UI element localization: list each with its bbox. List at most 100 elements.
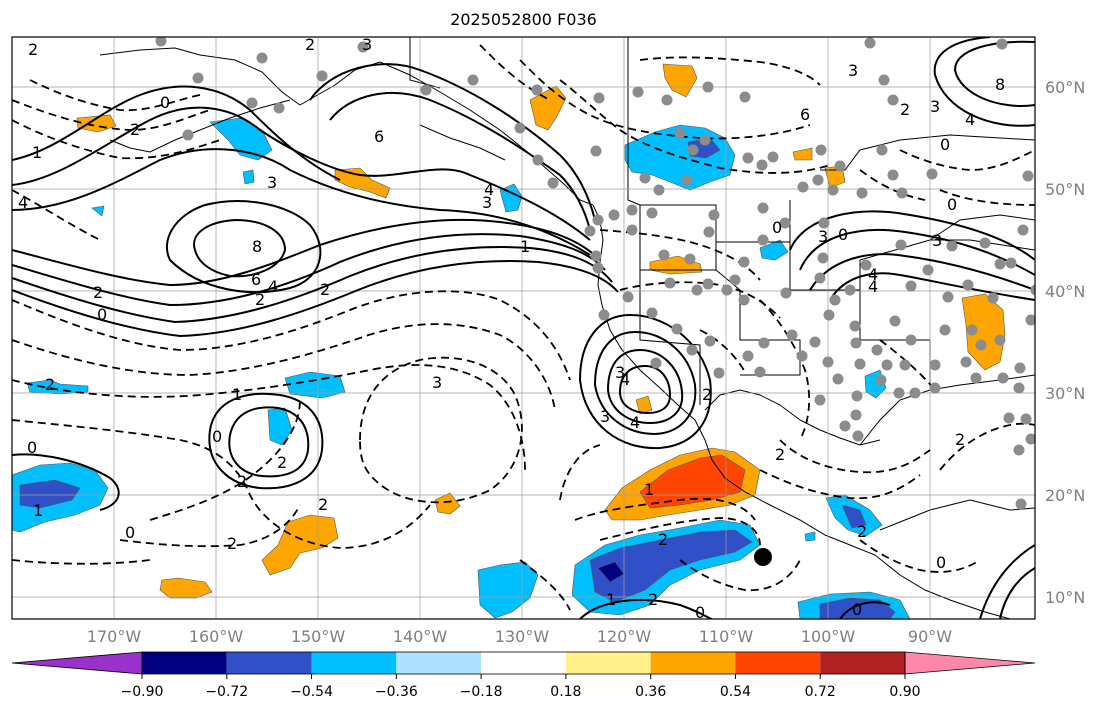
contour-label: 1 bbox=[33, 501, 43, 520]
contour-label: 4 bbox=[630, 413, 640, 432]
contour-label: 2 bbox=[255, 290, 265, 309]
colorbar-label: 0.72 bbox=[805, 684, 836, 700]
contour-label: 8 bbox=[252, 237, 262, 256]
contour-label: 1 bbox=[232, 385, 242, 404]
colorbar-swatch bbox=[396, 652, 482, 674]
contour-label: 0 bbox=[772, 218, 782, 237]
lon-label: 100°W bbox=[801, 627, 856, 646]
colorbar-label: 0.18 bbox=[550, 684, 581, 700]
lat-label: 20°N bbox=[1045, 486, 1085, 505]
contour-label: 0 bbox=[695, 603, 705, 622]
colorbar-label: −0.54 bbox=[290, 684, 333, 700]
contour-label: 0 bbox=[852, 600, 862, 619]
colorbar-swatch bbox=[142, 652, 227, 674]
contour-label: 0 bbox=[838, 225, 848, 244]
colorbar-swatch bbox=[565, 652, 651, 674]
contour-label: 1 bbox=[606, 590, 616, 609]
contour-label: 2 bbox=[93, 283, 103, 302]
contour-label: 2 bbox=[45, 375, 55, 394]
lon-label: 140°W bbox=[393, 627, 448, 646]
contour-label: 3 bbox=[482, 193, 492, 212]
contour-label: 4 bbox=[965, 110, 975, 129]
colorbar-label: 0.36 bbox=[635, 684, 666, 700]
colorbar-extend-high bbox=[904, 651, 1036, 675]
lat-label: 10°N bbox=[1045, 588, 1085, 607]
colorbar-label: −0.90 bbox=[121, 684, 164, 700]
contour-label: 3 bbox=[267, 173, 277, 192]
lon-label: 110°W bbox=[699, 627, 754, 646]
solid-contours bbox=[12, 37, 1035, 619]
contour-label: 1 bbox=[520, 237, 530, 256]
black-marker bbox=[754, 548, 772, 566]
contour-label: 0 bbox=[212, 427, 222, 446]
contour-label: 2 bbox=[237, 472, 247, 491]
lon-label: 90°W bbox=[908, 627, 952, 646]
lat-label: 40°N bbox=[1045, 282, 1085, 301]
contour-label: 0 bbox=[940, 135, 950, 154]
contour-label: 3 bbox=[432, 373, 442, 392]
map-frame bbox=[11, 36, 1036, 620]
colorbar-frame bbox=[141, 651, 906, 675]
colorbar-label: −0.18 bbox=[460, 684, 503, 700]
map-panel: 2 0 2 1 4 3 8 6 4 2 0 2 6 3 4 3 4 2 1 2 … bbox=[12, 35, 1035, 622]
colorbar-swatch bbox=[481, 652, 566, 674]
colorbar-extend-low bbox=[11, 651, 143, 675]
contour-label: 2 bbox=[955, 430, 965, 449]
contour-label: 8 bbox=[995, 75, 1005, 94]
contour-label: 0 bbox=[27, 438, 37, 457]
contour-label: 2 bbox=[900, 100, 910, 119]
contour-label: 3 bbox=[818, 227, 828, 246]
contour-label: 6 bbox=[374, 127, 384, 146]
contour-label: 0 bbox=[947, 195, 957, 214]
contour-label: 2 bbox=[702, 385, 712, 404]
contour-label: 6 bbox=[251, 270, 261, 289]
contour-label: 0 bbox=[936, 553, 946, 572]
colorbar-swatch bbox=[735, 652, 821, 674]
lat-label: 50°N bbox=[1045, 180, 1085, 199]
lon-label: 130°W bbox=[495, 627, 550, 646]
colorbar-label: 0.54 bbox=[720, 684, 751, 700]
contour-label: 3 bbox=[362, 35, 372, 54]
observation-dots bbox=[155, 37, 1035, 510]
lat-label: 60°N bbox=[1045, 78, 1085, 97]
contour-label: 2 bbox=[318, 495, 328, 514]
contour-label: 3 bbox=[848, 61, 858, 80]
contour-label: 0 bbox=[160, 93, 170, 112]
colorbar-swatch bbox=[650, 652, 736, 674]
contour-label: 1 bbox=[32, 143, 42, 162]
contour-label: 3 bbox=[600, 407, 610, 426]
contour-label: 2 bbox=[277, 453, 287, 472]
contour-label: 2 bbox=[775, 445, 785, 464]
colorbar bbox=[11, 651, 1036, 675]
contour-label: 2 bbox=[305, 35, 315, 54]
lon-label: 150°W bbox=[291, 627, 346, 646]
contour-label: 4 bbox=[484, 180, 494, 199]
contour-label: 4 bbox=[620, 370, 630, 389]
colorbar-swatch bbox=[820, 652, 905, 674]
contour-label: 4 bbox=[868, 265, 878, 284]
colorbar-label: 0.90 bbox=[889, 684, 920, 700]
contour-label: 4 bbox=[268, 277, 278, 296]
contour-label: 2 bbox=[320, 280, 330, 299]
contour-label: 0 bbox=[125, 523, 135, 542]
contour-label: 6 bbox=[800, 105, 810, 124]
longitude-labels: 170°W 160°W 150°W 140°W 130°W 120°W 110°… bbox=[87, 627, 952, 646]
contour-label: 2 bbox=[227, 534, 237, 553]
positive-anomaly-shading bbox=[76, 63, 1006, 599]
latitude-labels: 60°N 50°N 40°N 30°N 20°N 10°N bbox=[1045, 78, 1085, 607]
lon-label: 120°W bbox=[597, 627, 652, 646]
colorbar-label: −0.72 bbox=[205, 684, 248, 700]
lon-label: 160°W bbox=[189, 627, 244, 646]
contour-label: 2 bbox=[648, 590, 658, 609]
map-title: 2025052800 F036 bbox=[450, 10, 597, 29]
contour-label: 2 bbox=[857, 522, 867, 541]
colorbar-labels: −0.90 −0.72 −0.54 −0.36 −0.18 0.18 0.36 0.54 0.7… bbox=[121, 674, 921, 700]
contour-label: 2 bbox=[658, 530, 668, 549]
contour-label: 4 bbox=[868, 277, 878, 296]
colorbar-swatch bbox=[311, 652, 397, 674]
contour-label: 2 bbox=[28, 40, 38, 59]
contour-label: 3 bbox=[932, 231, 942, 250]
lat-label: 30°N bbox=[1045, 384, 1085, 403]
colorbar-swatch bbox=[226, 652, 312, 674]
colorbar-label: −0.36 bbox=[375, 684, 418, 700]
